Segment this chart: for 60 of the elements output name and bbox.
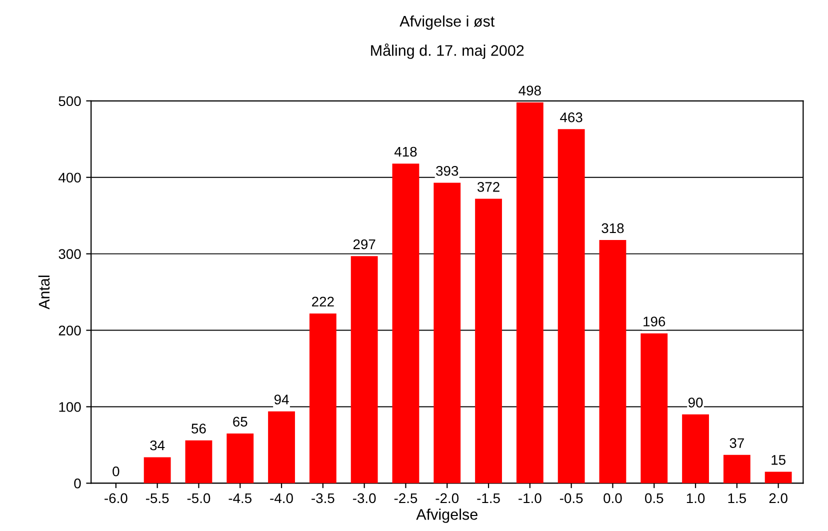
bar <box>475 198 502 484</box>
x-tick-label: -4.5 <box>228 493 252 504</box>
x-tick-label: 0.5 <box>645 493 664 504</box>
x-tick-label: -1.0 <box>518 493 542 504</box>
x-tick-label: -1.5 <box>477 493 500 504</box>
bar <box>268 411 295 484</box>
data-label: 94 <box>274 394 289 404</box>
y-tick-label: 500 <box>58 96 81 106</box>
bar <box>226 434 254 484</box>
x-axis-title: Afvigelse <box>416 508 478 523</box>
data-label: 56 <box>192 424 206 434</box>
bar <box>185 440 212 484</box>
x-tick-label: -2.5 <box>394 493 418 504</box>
data-label: 34 <box>150 440 165 450</box>
data-label: 498 <box>518 86 541 96</box>
data-label: 90 <box>688 398 703 408</box>
data-label: 0 <box>112 466 120 476</box>
x-tick-label: -2.0 <box>436 493 459 504</box>
data-label: 318 <box>602 223 624 234</box>
y-tick-label: 400 <box>58 172 81 183</box>
chart-subtitle: Måling d. 17. maj 2002 <box>371 43 524 59</box>
bar <box>764 472 792 484</box>
x-tick-label: -3.0 <box>352 493 376 504</box>
x-tick-label: 1.0 <box>686 493 705 504</box>
bar <box>516 102 544 484</box>
data-label: 222 <box>312 296 334 306</box>
data-label: 196 <box>644 316 666 326</box>
data-label: 297 <box>353 239 376 250</box>
y-tick-label: 300 <box>58 249 81 259</box>
y-axis-title: Antal <box>38 276 50 310</box>
x-tick-label: -5.0 <box>187 493 210 504</box>
bar <box>640 333 668 484</box>
x-tick-label: 0.0 <box>604 493 622 504</box>
data-label: 372 <box>477 182 500 192</box>
x-tick-label: 2.0 <box>769 493 788 504</box>
data-label: 65 <box>233 416 248 427</box>
bar <box>392 164 420 484</box>
x-tick-label: 1.5 <box>728 493 746 504</box>
y-tick-label: 200 <box>58 326 81 336</box>
data-label: 15 <box>772 455 786 465</box>
bar <box>309 313 336 484</box>
data-label: 393 <box>436 166 458 176</box>
y-tick-label: 0 <box>74 478 81 488</box>
bar <box>144 457 171 484</box>
data-label: 418 <box>394 146 417 157</box>
y-tick-label: 100 <box>59 402 81 412</box>
x-tick-label: -3.5 <box>312 493 334 504</box>
bar <box>434 182 461 484</box>
bar <box>558 129 585 484</box>
chart-title: Afvigelse i øst <box>400 15 495 30</box>
x-tick-label: -0.5 <box>560 493 583 504</box>
x-tick-label: -4.0 <box>270 493 293 504</box>
data-label: 463 <box>560 112 582 122</box>
bar <box>599 240 626 484</box>
x-tick-label: -5.5 <box>146 493 169 504</box>
data-label: 37 <box>730 438 744 448</box>
bar <box>350 256 378 484</box>
x-tick-label: -6.0 <box>104 493 128 504</box>
bar <box>682 414 709 484</box>
bar <box>723 454 750 484</box>
